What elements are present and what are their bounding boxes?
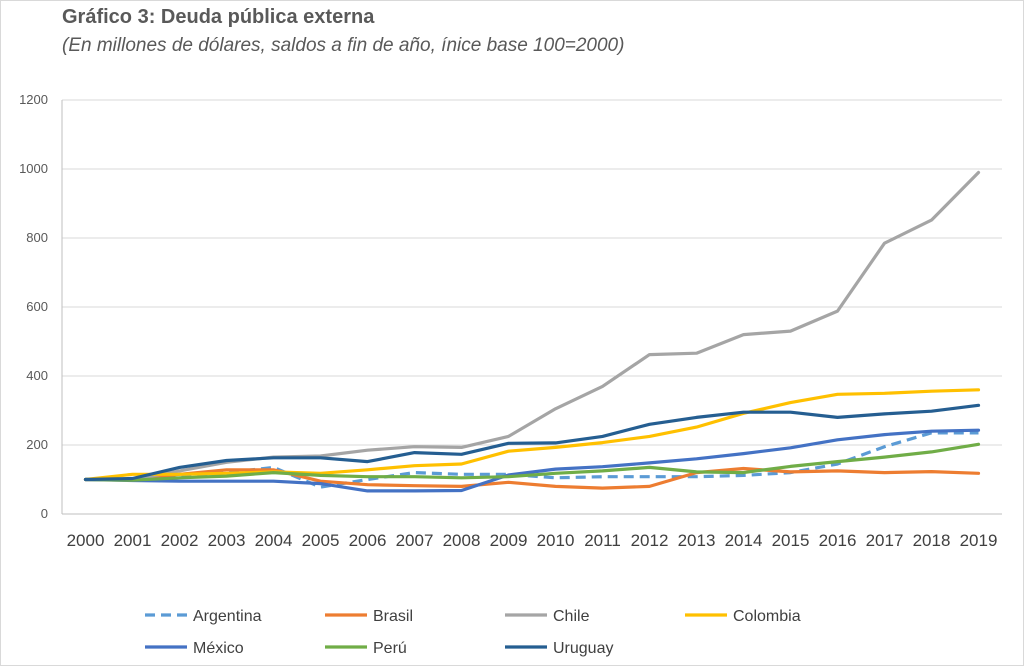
series-line-perú: [83, 442, 981, 482]
series-line-chile: [83, 170, 981, 482]
x-tick-label: 2008: [443, 531, 481, 550]
y-tick-label: 200: [26, 437, 48, 452]
legend-label-colombia: Colombia: [733, 608, 801, 625]
x-tick-label: 2007: [396, 531, 434, 550]
series-lines: [83, 170, 981, 493]
y-tick-label: 400: [26, 368, 48, 383]
x-tick-label: 2003: [208, 531, 246, 550]
legend-label-méxico: México: [193, 640, 244, 657]
y-tick-label: 800: [26, 230, 48, 245]
x-tick-label: 2009: [490, 531, 528, 550]
gridlines: [61, 99, 1002, 515]
series-line-colombia: [83, 388, 981, 482]
x-tick-label: 2002: [161, 531, 199, 550]
x-tick-label: 2018: [913, 531, 951, 550]
y-tick-label: 1000: [19, 161, 48, 176]
legend-label-perú: Perú: [373, 640, 407, 657]
x-tick-label: 2019: [960, 531, 998, 550]
series-line-uruguay: [83, 403, 981, 482]
x-tick-label: 2006: [349, 531, 387, 550]
series-line-méxico: [83, 428, 981, 493]
x-tick-label: 2011: [584, 531, 621, 550]
chart-title: Gráfico 3: Deuda pública externa: [62, 6, 375, 28]
x-tick-label: 2012: [631, 531, 669, 550]
y-tick-label: 1200: [19, 92, 48, 107]
series-line-brasil: [83, 466, 981, 490]
y-tick-label: 0: [41, 506, 48, 521]
legend-label-argentina: Argentina: [193, 608, 262, 625]
legend-label-brasil: Brasil: [373, 608, 413, 625]
x-tick-label: 2004: [255, 531, 293, 550]
x-tick-label: 2014: [725, 531, 763, 550]
legend-label-chile: Chile: [553, 608, 590, 625]
x-tick-label: 2017: [866, 531, 904, 550]
x-tick-label: 2015: [772, 531, 810, 550]
legend-label-uruguay: Uruguay: [553, 640, 613, 657]
chart-subtitle: (En millones de dólares, saldos a fin de…: [62, 35, 625, 56]
x-axis-ticks: 2000 2001 2002 2003 2004 2005 2006 2007 2008 2009…: [67, 531, 998, 550]
legend: Argentina Brasil Chile Colombia México Perú Ur…: [145, 608, 801, 657]
x-tick-label: 2013: [678, 531, 716, 550]
x-tick-label: 2001: [114, 531, 152, 550]
x-tick-label: 2016: [819, 531, 857, 550]
x-tick-label: 2000: [67, 531, 105, 550]
x-tick-label: 2005: [302, 531, 340, 550]
x-tick-label: 2010: [537, 531, 575, 550]
y-tick-label: 600: [26, 299, 48, 314]
y-axis-ticks: 0 200 400 600 800 1000 1200: [19, 92, 48, 521]
